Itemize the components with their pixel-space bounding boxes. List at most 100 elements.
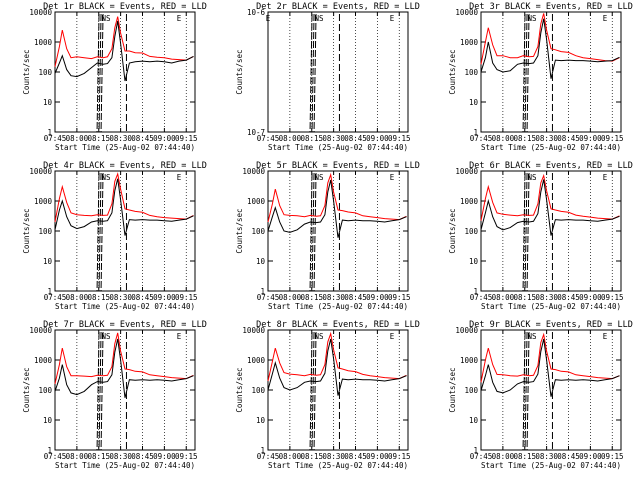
panel-title: Det 9r BLACK = Events, RED = LLD: [469, 320, 633, 330]
x-tick-label: 07:45: [44, 134, 67, 143]
y-tick-label: 10000: [29, 8, 52, 17]
x-tick-label: 08:00: [66, 293, 89, 302]
x-tick-label: 09:00: [153, 452, 176, 461]
plot-frame: [480, 170, 622, 292]
x-tick-label: 08:15: [513, 452, 536, 461]
series-line-black: [54, 20, 194, 82]
x-tick-label: 07:45: [470, 134, 493, 143]
y-tick-label: 10: [469, 98, 479, 107]
series-line-red: [480, 13, 620, 65]
y-tick-label: 1: [260, 446, 265, 455]
x-tick-label: 08:30: [109, 293, 132, 302]
series-line-black: [480, 179, 620, 236]
y-tick-label: 1000: [34, 38, 53, 47]
marker-label: NS: [102, 14, 112, 23]
x-tick-label: 09:15: [388, 134, 411, 143]
x-tick-label: 08:00: [492, 452, 515, 461]
x-tick-label: 08:45: [557, 452, 580, 461]
x-tick-label: 08:00: [279, 293, 302, 302]
saa-boundary-line: [522, 172, 526, 292]
x-tick-label: 08:45: [131, 134, 154, 143]
marker-label: E: [177, 332, 182, 341]
x-tick-label: 08:45: [344, 293, 367, 302]
marker-label: NS: [102, 332, 112, 341]
x-tick-label: 08:45: [557, 134, 580, 143]
y-tick-label: 1000: [460, 38, 479, 47]
x-tick-label: 08:30: [109, 452, 132, 461]
saa-boundary-line: [98, 172, 102, 292]
x-tick-label: 08:30: [109, 134, 132, 143]
x-tick-label: 08:00: [492, 134, 515, 143]
series-line-black: [54, 178, 194, 236]
plot-frame: [54, 329, 196, 451]
x-tick-label: 08:00: [66, 452, 89, 461]
x-tick-label: 09:15: [175, 134, 198, 143]
x-tick-label: 08:15: [300, 134, 323, 143]
series-line-red: [54, 172, 194, 223]
y-tick-label: 10: [469, 416, 479, 425]
saa-boundary-line: [311, 331, 315, 451]
plot-frame: [267, 170, 409, 292]
x-tick-label: 08:15: [513, 134, 536, 143]
series-line-red: [267, 331, 407, 382]
saa-boundary-line: [311, 172, 315, 292]
plot-frame: [54, 11, 196, 133]
y-tick-label: 10: [256, 416, 266, 425]
marker-label: E: [266, 14, 271, 23]
x-tick-label: 09:15: [388, 293, 411, 302]
plot-frame: [480, 329, 622, 451]
series-line-black: [480, 338, 620, 397]
saa-boundary-line: [96, 13, 100, 133]
x-tick-label: 08:30: [535, 293, 558, 302]
x-tick-label: 09:00: [153, 134, 176, 143]
saa-boundary-line: [524, 172, 528, 292]
x-tick-label: 08:00: [66, 134, 89, 143]
saa-boundary-line: [526, 13, 530, 133]
panel-title: Det 1r BLACK = Events, RED = LLD: [43, 2, 207, 12]
x-axis-label: Start Time (25-Aug-02 07:44:40): [268, 143, 408, 152]
x-tick-label: 09:15: [601, 134, 624, 143]
y-axis-label: Counts/sec: [22, 49, 31, 94]
y-tick-label: 10000: [29, 326, 52, 335]
x-axis-label: Start Time (25-Aug-02 07:44:40): [268, 461, 408, 470]
y-tick-label: 1: [47, 446, 52, 455]
saa-boundary-line: [311, 13, 315, 133]
y-tick-label: 100: [464, 68, 478, 77]
marker-label: NS: [528, 173, 538, 182]
x-tick-label: 09:00: [366, 452, 389, 461]
series-line-red: [480, 332, 620, 383]
saa-boundary-line: [100, 172, 104, 292]
x-tick-label: 08:30: [322, 293, 345, 302]
panel-title: Det 2r BLACK = Events, RED = LLD: [256, 2, 420, 12]
x-tick-label: 08:30: [535, 134, 558, 143]
panel-title: Det 7r BLACK = Events, RED = LLD: [43, 320, 207, 330]
series-line-red: [54, 16, 194, 67]
x-tick-label: 08:15: [513, 293, 536, 302]
y-axis-label: Counts/sec: [448, 208, 457, 253]
y-tick-label: 1000: [460, 197, 479, 206]
y-tick-label: 10000: [242, 326, 265, 335]
series-line-black: [480, 18, 620, 79]
y-tick-label: 100: [38, 227, 52, 236]
x-tick-label: 09:00: [153, 293, 176, 302]
y-tick-label: 100: [251, 386, 265, 395]
saa-boundary-line: [98, 331, 102, 451]
panel-title: Det 4r BLACK = Events, RED = LLD: [43, 161, 207, 171]
panel-title: Det 3r BLACK = Events, RED = LLD: [469, 2, 633, 12]
saa-boundary-line: [98, 13, 102, 133]
x-tick-label: 09:15: [388, 452, 411, 461]
y-tick-label: 10: [43, 98, 53, 107]
marker-label: E: [603, 14, 608, 23]
saa-boundary-line: [309, 13, 313, 133]
x-tick-label: 08:30: [322, 452, 345, 461]
marker-label: E: [603, 173, 608, 182]
x-axis-label: Start Time (25-Aug-02 07:44:40): [481, 302, 621, 311]
x-tick-label: 09:15: [601, 452, 624, 461]
y-tick-label: 10: [43, 416, 53, 425]
